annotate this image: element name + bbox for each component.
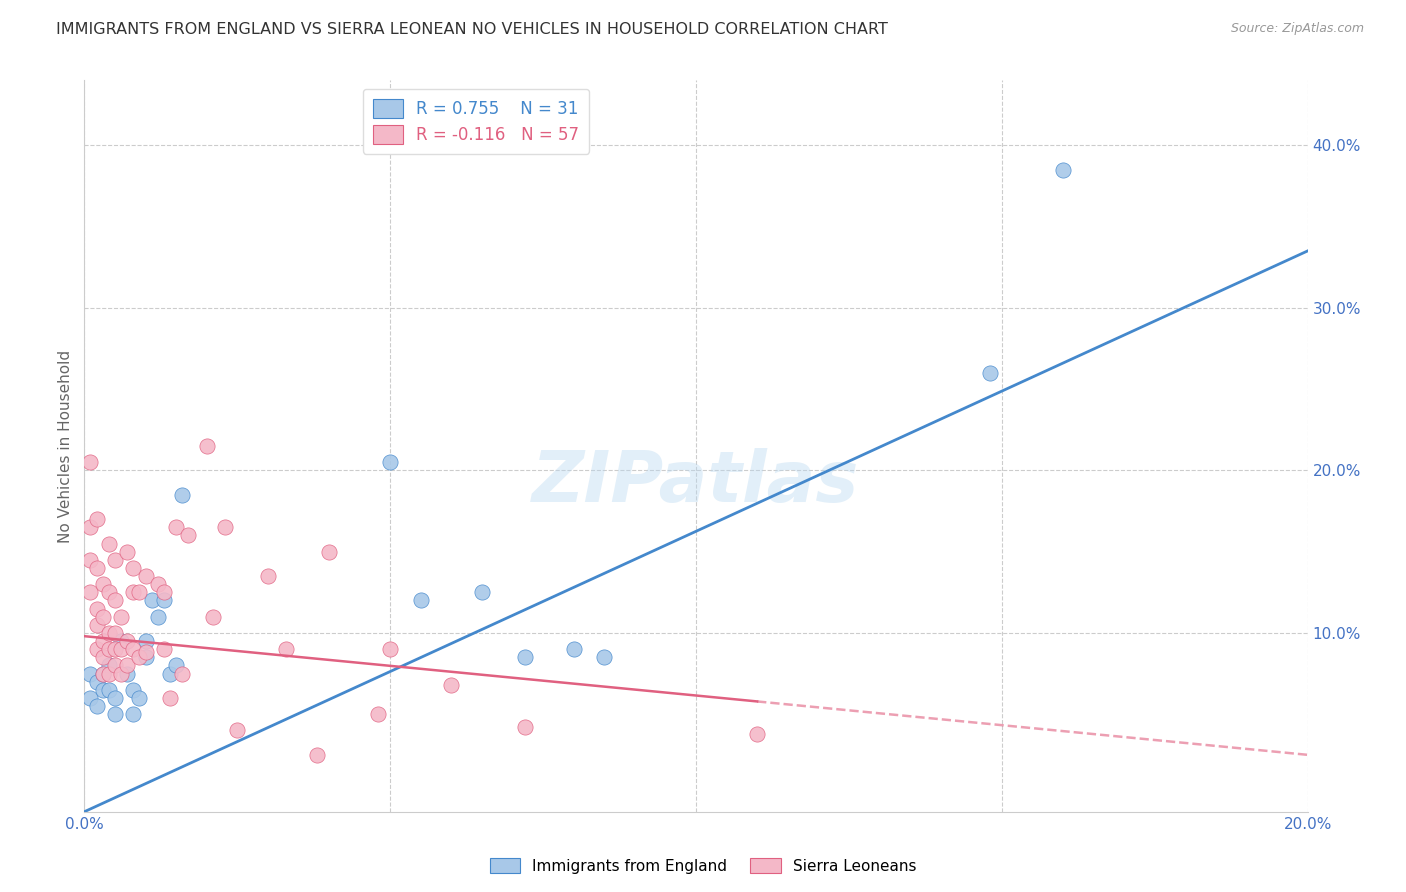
- Point: [97, 642, 120, 657]
- Point: [115, 658, 138, 673]
- Point: [104, 707, 127, 722]
- Point: [110, 634, 132, 648]
- Point: [86, 642, 108, 657]
- Point: [110, 609, 132, 624]
- Point: [115, 634, 138, 648]
- Point: [115, 666, 138, 681]
- Point: [440, 678, 463, 692]
- Point: [97, 585, 120, 599]
- Point: [86, 512, 108, 526]
- Point: [177, 528, 200, 542]
- Point: [513, 650, 536, 665]
- Point: [91, 650, 114, 665]
- Point: [153, 642, 176, 657]
- Legend: Immigrants from England, Sierra Leoneans: Immigrants from England, Sierra Leoneans: [484, 852, 922, 880]
- Point: [86, 561, 108, 575]
- Point: [104, 642, 127, 657]
- Point: [135, 645, 157, 659]
- Point: [146, 609, 169, 624]
- Point: [91, 666, 114, 681]
- Text: Source: ZipAtlas.com: Source: ZipAtlas.com: [1230, 22, 1364, 36]
- Point: [122, 585, 145, 599]
- Point: [318, 544, 340, 558]
- Point: [122, 561, 145, 575]
- Point: [97, 536, 120, 550]
- Point: [159, 666, 181, 681]
- Legend: R = 0.755    N = 31, R = -0.116   N = 57: R = 0.755 N = 31, R = -0.116 N = 57: [363, 88, 589, 153]
- Point: [91, 666, 114, 681]
- Point: [104, 626, 127, 640]
- Point: [79, 666, 101, 681]
- Point: [214, 520, 236, 534]
- Point: [91, 577, 114, 591]
- Point: [172, 666, 194, 681]
- Point: [86, 674, 108, 689]
- Point: [91, 682, 114, 697]
- Point: [562, 642, 585, 657]
- Point: [153, 585, 176, 599]
- Point: [79, 553, 101, 567]
- Point: [380, 455, 402, 469]
- Point: [226, 723, 249, 738]
- Point: [195, 439, 218, 453]
- Text: ZIPatlas: ZIPatlas: [533, 448, 859, 517]
- Point: [159, 690, 181, 705]
- Point: [91, 634, 114, 648]
- Text: IMMIGRANTS FROM ENGLAND VS SIERRA LEONEAN NO VEHICLES IN HOUSEHOLD CORRELATION C: IMMIGRANTS FROM ENGLAND VS SIERRA LEONEA…: [56, 22, 889, 37]
- Point: [1052, 162, 1074, 177]
- Point: [409, 593, 432, 607]
- Point: [128, 650, 150, 665]
- Point: [79, 585, 101, 599]
- Point: [104, 658, 127, 673]
- Point: [165, 658, 187, 673]
- Point: [141, 593, 163, 607]
- Point: [172, 488, 194, 502]
- Point: [513, 720, 536, 734]
- Point: [122, 642, 145, 657]
- Point: [165, 520, 187, 534]
- Point: [79, 455, 101, 469]
- Point: [367, 707, 389, 722]
- Point: [380, 642, 402, 657]
- Point: [115, 544, 138, 558]
- Point: [122, 682, 145, 697]
- Point: [104, 690, 127, 705]
- Point: [153, 593, 176, 607]
- Point: [135, 634, 157, 648]
- Point: [146, 577, 169, 591]
- Point: [276, 642, 298, 657]
- Point: [97, 666, 120, 681]
- Point: [128, 690, 150, 705]
- Point: [110, 642, 132, 657]
- Point: [97, 658, 120, 673]
- Point: [122, 707, 145, 722]
- Point: [97, 682, 120, 697]
- Point: [86, 699, 108, 714]
- Point: [747, 727, 769, 741]
- Point: [104, 593, 127, 607]
- Point: [104, 553, 127, 567]
- Point: [97, 626, 120, 640]
- Point: [135, 569, 157, 583]
- Point: [86, 601, 108, 615]
- Point: [979, 366, 1001, 380]
- Point: [79, 520, 101, 534]
- Point: [305, 747, 328, 762]
- Point: [128, 585, 150, 599]
- Point: [86, 617, 108, 632]
- Point: [79, 690, 101, 705]
- Point: [201, 609, 224, 624]
- Point: [91, 609, 114, 624]
- Point: [471, 585, 494, 599]
- Point: [135, 650, 157, 665]
- Point: [110, 666, 132, 681]
- Point: [593, 650, 616, 665]
- Y-axis label: No Vehicles in Household: No Vehicles in Household: [58, 350, 73, 542]
- Point: [257, 569, 280, 583]
